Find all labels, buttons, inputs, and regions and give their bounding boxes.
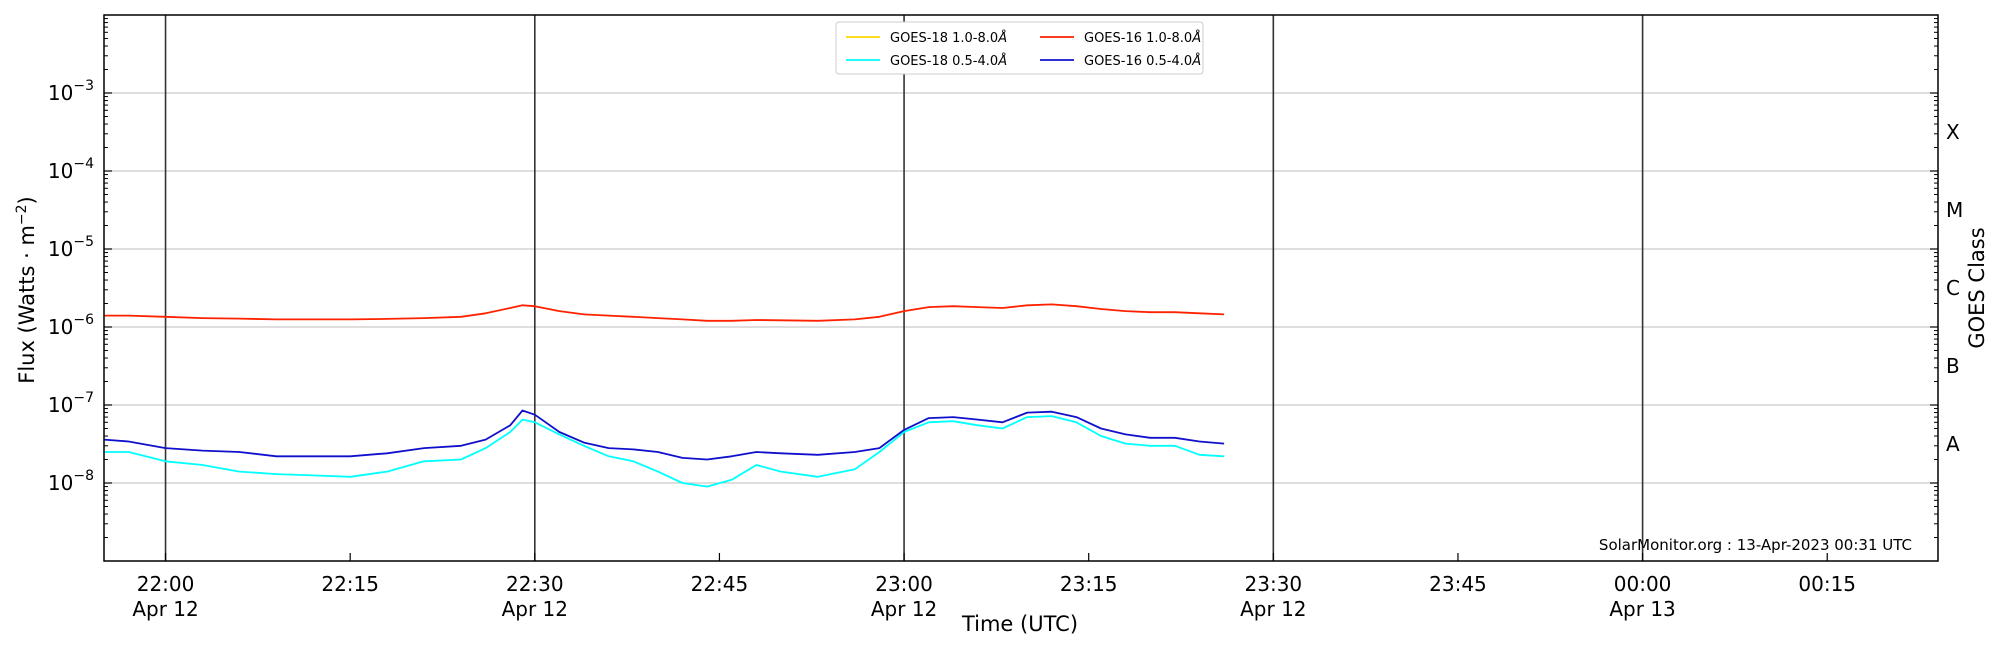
x-tick-label: 23:00 bbox=[875, 572, 933, 596]
series-line-2 bbox=[104, 303, 1225, 322]
x-tick-date-label: Apr 12 bbox=[502, 597, 568, 621]
flux-series bbox=[103, 303, 1225, 488]
day-boundary-lines bbox=[164, 15, 1644, 561]
goes-class-label: B bbox=[1946, 354, 1960, 378]
x-tick-label: 23:15 bbox=[1060, 572, 1118, 596]
x-tick-date-label: Apr 12 bbox=[871, 597, 937, 621]
y-tick-label: 10−4 bbox=[48, 156, 94, 183]
goes-class-label: C bbox=[1946, 276, 1960, 300]
y-tick-label: 10−7 bbox=[48, 390, 94, 417]
goes-class-label: X bbox=[1946, 120, 1960, 144]
legend: GOES-18 1.0-8.0Å GOES-18 0.5-4.0Å GOES-16 … bbox=[835, 21, 1204, 75]
y-axis-title: Flux (Watts · m−2) bbox=[14, 196, 39, 384]
x-tick-label: 23:30 bbox=[1245, 572, 1303, 596]
goes-class-label: M bbox=[1946, 198, 1963, 222]
x-tick-label: 22:30 bbox=[506, 572, 564, 596]
x-tick-label: 23:45 bbox=[1429, 572, 1487, 596]
grid-lines bbox=[104, 92, 1938, 484]
x-tick-label: 00:15 bbox=[1798, 572, 1856, 596]
goes-class-label: A bbox=[1946, 432, 1960, 456]
y-axis-ticks: 10−8 10−7 10−6 10−5 10−4 10−3 bbox=[48, 18, 1938, 539]
y-tick-label: 10−5 bbox=[48, 234, 94, 261]
legend-label: GOES-16 0.5-4.0Å bbox=[1084, 53, 1201, 69]
legend-label: GOES-16 1.0-8.0Å bbox=[1084, 30, 1201, 46]
legend-label: GOES-18 0.5-4.0Å bbox=[890, 53, 1007, 69]
credit-annotation: SolarMonitor.org : 13-Apr-2023 00:31 UTC bbox=[1599, 536, 1912, 554]
series-line-3 bbox=[103, 409, 1225, 461]
x-tick-date-label: Apr 13 bbox=[1609, 597, 1675, 621]
x-axis-title: Time (UTC) bbox=[961, 612, 1078, 636]
x-tick-label: 22:00 bbox=[137, 572, 195, 596]
legend-label: GOES-18 1.0-8.0Å bbox=[890, 30, 1007, 46]
goes-class-labels: A B C M X bbox=[1946, 120, 1963, 456]
plot-frame bbox=[103, 14, 1939, 562]
series-line-1 bbox=[104, 415, 1225, 488]
y2-axis-title: GOES Class bbox=[1965, 227, 1989, 348]
x-tick-label: 00:00 bbox=[1614, 572, 1672, 596]
x-tick-date-label: Apr 12 bbox=[132, 597, 198, 621]
x-tick-date-label: Apr 12 bbox=[1240, 597, 1306, 621]
y-tick-label: 10−6 bbox=[48, 312, 94, 339]
y-tick-label: 10−3 bbox=[48, 78, 94, 105]
x-tick-label: 22:15 bbox=[321, 572, 379, 596]
y-tick-label: 10−8 bbox=[48, 468, 94, 495]
x-tick-label: 22:45 bbox=[691, 572, 749, 596]
legend-box bbox=[835, 21, 1204, 75]
